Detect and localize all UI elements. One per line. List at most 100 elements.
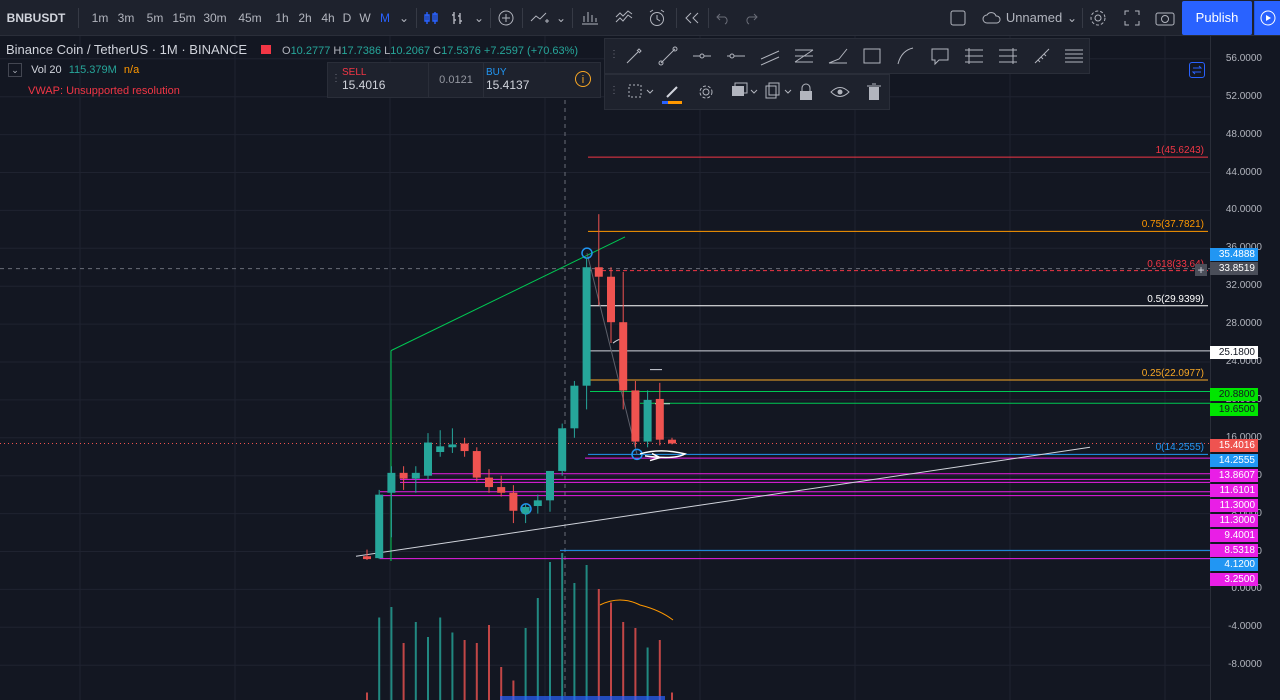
undo-icon[interactable] (712, 0, 734, 36)
drawings-layer (0, 100, 1210, 700)
candle-body (472, 451, 481, 478)
chart-grid (0, 36, 1210, 700)
rectangle-icon[interactable] (855, 39, 889, 73)
settings-gear-icon[interactable] (689, 75, 723, 109)
fib-level-label: 0.75(37.7821) (1141, 219, 1204, 231)
settings-gear-icon[interactable] (1086, 0, 1110, 36)
candles-style-icon[interactable] (420, 0, 442, 36)
alert-clock-icon[interactable] (644, 0, 670, 36)
timeframe-1h[interactable]: 1h (275, 11, 289, 25)
timeframe-1m[interactable]: 1m (91, 11, 109, 25)
timeframe-15m[interactable]: 15m (172, 11, 196, 25)
pitchfork-icon[interactable] (821, 39, 855, 73)
brush-arrow (639, 450, 687, 462)
timeframe-2h[interactable]: 2h (298, 11, 312, 25)
price-axis-label: 8.0000 (1231, 508, 1262, 519)
drag-handle-icon[interactable]: ⋮ (609, 85, 619, 96)
compare-icon[interactable] (528, 0, 552, 36)
text-note-icon[interactable] (923, 39, 957, 73)
drag-handle-icon[interactable]: ⋮ (609, 49, 619, 60)
chart-area[interactable] (0, 36, 1210, 700)
template-icon[interactable] (619, 75, 654, 109)
short-position-icon[interactable] (991, 39, 1025, 73)
scale-toggle-icon[interactable] (1189, 62, 1205, 78)
redo-icon[interactable] (740, 0, 762, 36)
fib-level-label: 0(14.2555) (1155, 442, 1204, 454)
timeframe-4h[interactable]: 4h (321, 11, 335, 25)
trash-icon[interactable] (857, 75, 891, 109)
layout-square-icon[interactable] (946, 0, 970, 36)
timeframe-30m[interactable]: 30m (203, 11, 227, 25)
horizontal-ray-icon[interactable] (719, 39, 753, 73)
volume-bar (658, 640, 661, 700)
more-tools-icon[interactable] (1057, 39, 1091, 73)
symbol-title[interactable]: Binance Coin / TetherUS · 1M · BINANCE (6, 42, 248, 57)
volume-bar (561, 553, 564, 700)
volume-bar (536, 598, 539, 700)
replay-icon[interactable] (680, 0, 704, 36)
divider (572, 8, 573, 28)
visibility-layers-icon[interactable] (723, 75, 758, 109)
trend-line (390, 236, 626, 352)
candle-body (594, 267, 603, 277)
publish-button[interactable]: Publish (1182, 1, 1252, 35)
camera-snapshot-icon[interactable] (1152, 0, 1178, 36)
measure-icon[interactable] (1025, 39, 1059, 73)
indicators-plus-icon[interactable] (494, 0, 518, 36)
volume-bar (451, 632, 454, 700)
timeframe-d[interactable]: D (342, 11, 352, 25)
play-icon[interactable] (1254, 1, 1280, 35)
spread-value: 0.0121 (428, 63, 484, 97)
fib-retracement-icon[interactable] (787, 39, 821, 73)
bar-pattern-icon[interactable] (578, 0, 602, 36)
timeframe-3m[interactable]: 3m (117, 11, 135, 25)
lock-icon[interactable] (789, 75, 823, 109)
parallel-channel-icon[interactable] (753, 39, 787, 73)
fib-anchor-line (586, 253, 638, 455)
eye-icon[interactable] (823, 75, 857, 109)
volume-bar (463, 640, 466, 700)
timeframe-dropdown-icon[interactable]: ⌄ (398, 11, 410, 25)
layout-dropdown-icon[interactable]: ⌄ (1066, 11, 1078, 25)
red-flag-icon[interactable] (261, 45, 271, 54)
fib-level-label: 0.25(22.0977) (1141, 368, 1204, 380)
crosshair-plus-icon[interactable]: + (1195, 264, 1207, 276)
symbol-search[interactable]: BNBUSDT (6, 11, 66, 25)
candle-body (363, 556, 371, 560)
compare-dropdown-icon[interactable]: ⌄ (555, 11, 567, 25)
path-icon[interactable] (889, 39, 923, 73)
high-value: 17.7386 (341, 45, 382, 57)
price-axis[interactable]: 56.0000 52.0000 48.0000 44.0000 40.0000 36.00… (1210, 36, 1280, 700)
divider (522, 8, 523, 28)
chart-type-dropdown-icon[interactable]: ⌄ (473, 11, 485, 25)
timeframe-w[interactable]: W (359, 11, 371, 25)
candle-body (375, 494, 384, 559)
clone-icon[interactable] (757, 75, 792, 109)
buy-button[interactable]: BUY 15.4137 (486, 63, 570, 97)
timeframe-45m[interactable]: 45m (238, 11, 262, 25)
price-axis-label: 52.0000 (1225, 90, 1262, 102)
collapse-chevron-icon[interactable]: ⌄ (8, 63, 22, 77)
price-tag: 3.2500 (1210, 573, 1258, 586)
trend-line-icon[interactable] (651, 39, 685, 73)
long-position-icon[interactable] (957, 39, 991, 73)
volume-bar (524, 628, 527, 700)
top-toolbar: BNBUSDT 1m 3m 5m 15m 30m 45m 1h 2h 4h D W M ⌄ ⌄ ⌄ (0, 0, 1280, 36)
change-value: +7.2597 (+70.63%) (483, 45, 579, 57)
line-color-icon[interactable] (655, 75, 689, 109)
candle-body (570, 385, 579, 429)
drag-handle-icon[interactable]: ⋮ (331, 73, 341, 84)
price-tag: 9.4001 (1210, 529, 1258, 542)
horizontal-line-icon[interactable] (685, 39, 719, 73)
info-icon[interactable]: i (575, 71, 591, 87)
anchor-point (631, 448, 643, 461)
timeframe-m[interactable]: M (380, 11, 390, 25)
fullscreen-icon[interactable] (1120, 0, 1144, 36)
cloud-icon[interactable] (980, 0, 1004, 36)
brush-tool-icon[interactable] (617, 39, 651, 73)
templates-icon[interactable] (612, 0, 636, 36)
timeframe-5m[interactable]: 5m (146, 11, 164, 25)
layout-name[interactable]: Unnamed (1005, 10, 1063, 25)
bars-style-icon[interactable] (446, 0, 468, 36)
sell-button[interactable]: SELL 15.4016 (342, 63, 426, 97)
